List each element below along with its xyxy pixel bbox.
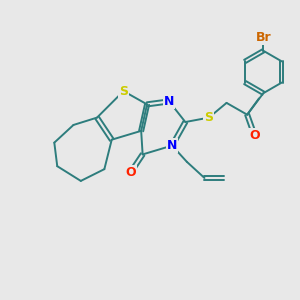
Text: O: O <box>125 166 136 178</box>
Text: S: S <box>119 85 128 98</box>
Text: O: O <box>249 129 260 142</box>
Text: N: N <box>164 95 174 108</box>
Text: S: S <box>204 111 213 124</box>
Text: N: N <box>167 139 177 152</box>
Text: Br: Br <box>256 31 271 44</box>
